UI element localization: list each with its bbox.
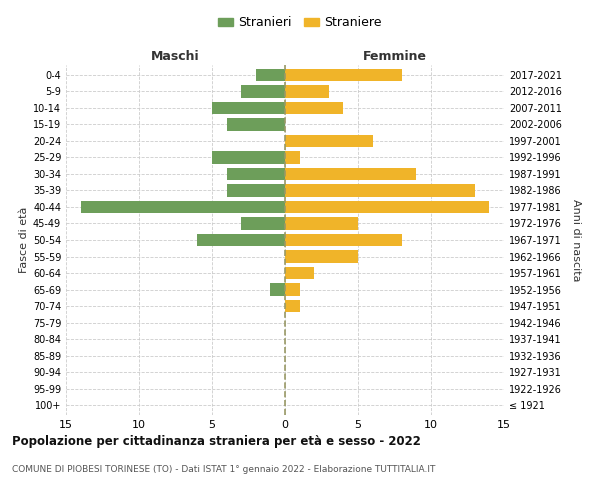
Legend: Stranieri, Straniere: Stranieri, Straniere [213, 11, 387, 34]
Bar [285, 284, 299, 296]
Bar [285, 218, 358, 230]
Text: Maschi: Maschi [151, 50, 200, 64]
Bar [241, 85, 285, 98]
Bar [227, 168, 285, 180]
Bar [285, 168, 416, 180]
Bar [256, 68, 285, 81]
Text: COMUNE DI PIOBESI TORINESE (TO) - Dati ISTAT 1° gennaio 2022 - Elaborazione TUTT: COMUNE DI PIOBESI TORINESE (TO) - Dati I… [12, 465, 436, 474]
Bar [285, 300, 299, 312]
Bar [285, 234, 402, 246]
Bar [197, 234, 285, 246]
Bar [285, 250, 358, 262]
Bar [285, 135, 373, 147]
Bar [241, 218, 285, 230]
Bar [285, 152, 299, 164]
Bar [227, 184, 285, 196]
Bar [285, 85, 329, 98]
Bar [285, 267, 314, 279]
Text: Popolazione per cittadinanza straniera per età e sesso - 2022: Popolazione per cittadinanza straniera p… [12, 435, 421, 448]
Text: Femmine: Femmine [362, 50, 427, 64]
Bar [285, 102, 343, 114]
Bar [285, 68, 402, 81]
Bar [285, 184, 475, 196]
Bar [212, 152, 285, 164]
Bar [227, 118, 285, 130]
Bar [271, 284, 285, 296]
Y-axis label: Fasce di età: Fasce di età [19, 207, 29, 273]
Bar [212, 102, 285, 114]
Y-axis label: Anni di nascita: Anni di nascita [571, 198, 581, 281]
Bar [285, 201, 490, 213]
Bar [80, 201, 285, 213]
